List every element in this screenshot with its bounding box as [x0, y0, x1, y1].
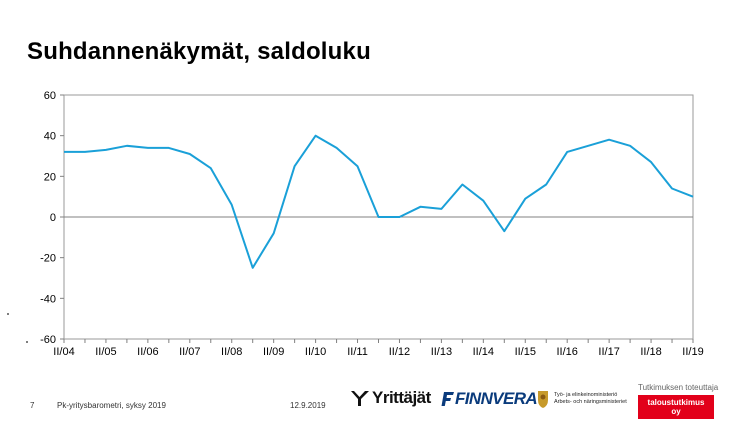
x-tick-label: II/11 [347, 346, 368, 358]
y-tick-label: 60 [44, 90, 56, 102]
x-tick-label: II/19 [682, 346, 703, 358]
x-tick-label: II/09 [263, 346, 284, 358]
x-tick-label: II/15 [515, 346, 536, 358]
tt-caption: Tutkimuksen toteuttaja [638, 383, 719, 392]
x-tick-label: II/06 [137, 346, 158, 358]
y-tick-label: -40 [40, 293, 56, 305]
yrittajat-mark-icon [351, 391, 369, 406]
series-line [64, 134, 694, 269]
source-label: Pk-yritysbarometri, syksy 2019 [57, 401, 166, 410]
y-tick-label: 40 [44, 131, 56, 143]
date-label: 12.9.2019 [290, 401, 326, 410]
x-tick-label: II/10 [305, 346, 326, 358]
yrittajat-text: Yrittäjät [372, 388, 431, 407]
x-tick-label: II/12 [389, 346, 410, 358]
y-tick-label: -60 [40, 334, 56, 346]
yrittajat-logo: Yrittäjät [350, 386, 431, 410]
tem-line1: Työ- ja elinkeinoministeriö [554, 392, 618, 398]
x-tick-label: II/16 [556, 346, 577, 358]
x-tick-label: II/08 [221, 346, 242, 358]
page-number: 7 [30, 401, 35, 410]
finnvera-mark-icon [441, 392, 454, 406]
y-tick-label: -20 [40, 253, 56, 265]
x-tick-label: II/18 [640, 346, 661, 358]
tem-line2: Arbets- och näringsministeriet [554, 399, 627, 405]
lion-crest-icon [538, 391, 548, 408]
slide-marker-dot [26, 341, 28, 343]
x-tick-label: II/17 [598, 346, 619, 358]
page-title: Suhdannenäkymät, saldoluku [27, 38, 371, 65]
finnvera-logo: FINNVERA [441, 389, 538, 409]
x-tick-label: II/05 [95, 346, 116, 358]
y-tick-label: 20 [44, 171, 56, 183]
y-tick-label: 0 [50, 212, 56, 224]
x-tick-label: II/04 [53, 346, 74, 358]
x-tick-label: II/07 [179, 346, 200, 358]
finnvera-text: FINNVERA [455, 389, 538, 408]
slide-marker-dot [7, 313, 9, 315]
x-tick-label: II/13 [431, 346, 452, 358]
tt-name: taloustutkimus oy [638, 395, 714, 419]
taloustutkimus-logo: Tutkimuksen toteuttaja taloustutkimus oy [638, 383, 718, 419]
tem-logo: Työ- ja elinkeinoministeriö Arbets- och … [536, 389, 627, 409]
x-tick-label: II/14 [473, 346, 494, 358]
